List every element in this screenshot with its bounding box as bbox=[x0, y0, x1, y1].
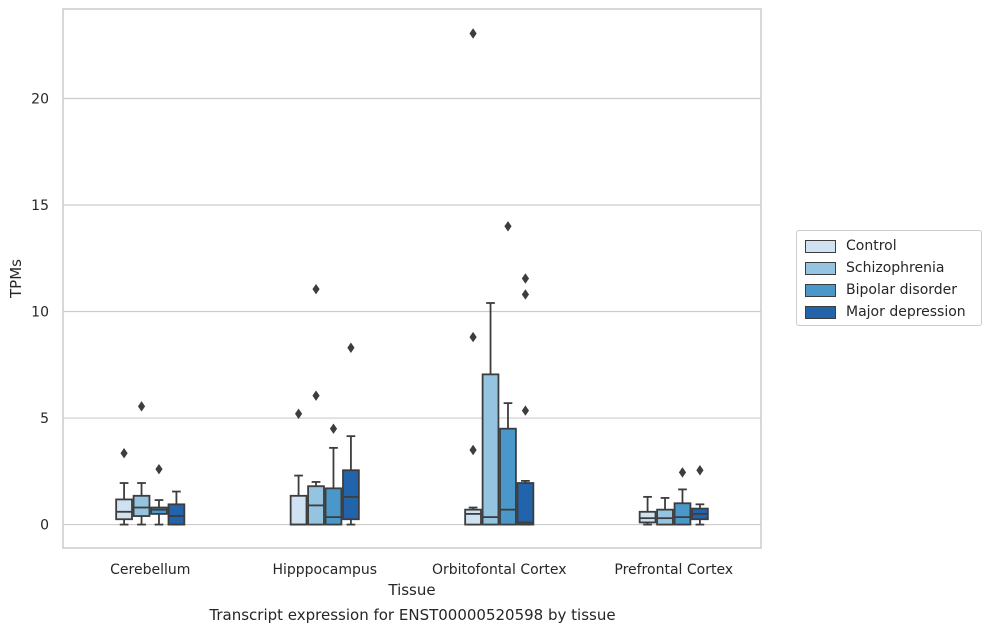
outlier-point bbox=[312, 390, 320, 401]
box-schizophrenia bbox=[481, 302, 500, 526]
legend-label: Schizophrenia bbox=[846, 260, 945, 276]
box-body bbox=[150, 506, 168, 515]
box-major-depression bbox=[167, 490, 186, 526]
x-tick-label: Prefrontal Cortex bbox=[614, 562, 733, 578]
outlier-point bbox=[521, 405, 530, 416]
legend: Control Schizophrenia Bipolar disorder M… bbox=[796, 230, 982, 326]
outlier-point bbox=[469, 331, 477, 343]
outlier-point bbox=[469, 28, 477, 39]
outlier-point bbox=[329, 423, 338, 434]
box-body bbox=[656, 508, 674, 526]
x-axis-label: Tissue bbox=[387, 581, 435, 599]
box-bipolar-disorder bbox=[324, 423, 343, 526]
outlier-point bbox=[155, 463, 163, 475]
y-tick-label: 20 bbox=[31, 91, 49, 107]
outlier-point bbox=[312, 283, 320, 295]
outlier-point bbox=[120, 447, 128, 459]
x-tick-label: Cerebellum bbox=[110, 562, 190, 578]
legend-swatch bbox=[805, 261, 836, 275]
box-control bbox=[638, 495, 657, 526]
legend-item-bipolar-disorder: Bipolar disorder bbox=[805, 280, 957, 300]
box-bipolar-disorder bbox=[150, 463, 168, 526]
box-body bbox=[342, 469, 360, 521]
outlier-point bbox=[521, 289, 530, 300]
grid-lines bbox=[63, 97, 761, 526]
box-control bbox=[464, 28, 482, 526]
box-body bbox=[167, 503, 186, 526]
box-body bbox=[324, 487, 343, 526]
box-schizophrenia bbox=[307, 283, 325, 526]
legend-item-major-depression: Major depression bbox=[805, 302, 966, 322]
outlier-point bbox=[504, 221, 512, 232]
boxes bbox=[115, 28, 709, 526]
plot-frame bbox=[62, 8, 762, 549]
legend-label: Control bbox=[846, 238, 897, 254]
box-schizophrenia bbox=[132, 401, 151, 526]
box-major-depression bbox=[516, 273, 535, 526]
box-body bbox=[516, 482, 535, 526]
box-bipolar-disorder bbox=[673, 467, 692, 526]
box-schizophrenia bbox=[656, 497, 674, 526]
outlier-point bbox=[347, 342, 355, 353]
outlier-point bbox=[678, 467, 687, 478]
legend-label: Major depression bbox=[846, 304, 966, 320]
y-tick-label: 0 bbox=[40, 518, 49, 534]
y-tick-label: 5 bbox=[40, 411, 49, 427]
y-axis-label: TPMs bbox=[7, 259, 25, 299]
legend-swatch bbox=[805, 305, 836, 319]
legend-label: Bipolar disorder bbox=[846, 282, 958, 298]
y-tick-label: 10 bbox=[31, 305, 49, 321]
box-control bbox=[289, 408, 308, 526]
y-tick-labels: 0 5 10 15 20 bbox=[31, 91, 49, 533]
box-body bbox=[673, 502, 692, 526]
chart-caption: Transcript expression for ENST0000052059… bbox=[209, 606, 616, 624]
x-tick-label: Hipppocampus bbox=[272, 562, 377, 578]
outlier-point bbox=[696, 465, 704, 476]
x-tick-labels: Cerebellum Hipppocampus Orbitofontal Corte… bbox=[110, 562, 733, 578]
legend-swatch bbox=[805, 283, 836, 297]
legend-item-schizophrenia: Schizophrenia bbox=[805, 258, 944, 278]
outlier-point bbox=[294, 408, 303, 419]
box-body bbox=[499, 427, 517, 526]
legend-item-control: Control bbox=[805, 236, 897, 256]
box-body bbox=[132, 494, 151, 517]
legend-swatch bbox=[805, 239, 836, 253]
box-body bbox=[289, 494, 308, 526]
box-body bbox=[115, 498, 133, 521]
x-tick-label: Orbitofontal Cortex bbox=[432, 562, 567, 578]
box-body bbox=[481, 373, 500, 526]
outlier-point bbox=[469, 444, 477, 456]
box-body bbox=[638, 510, 657, 524]
box-major-depression bbox=[342, 342, 360, 526]
outlier-point bbox=[521, 273, 530, 284]
y-tick-label: 15 bbox=[31, 198, 49, 214]
outlier-point bbox=[137, 401, 146, 412]
box-bipolar-disorder bbox=[499, 221, 517, 526]
box-body bbox=[464, 508, 482, 526]
box-major-depression bbox=[691, 465, 709, 526]
box-control bbox=[115, 447, 133, 526]
